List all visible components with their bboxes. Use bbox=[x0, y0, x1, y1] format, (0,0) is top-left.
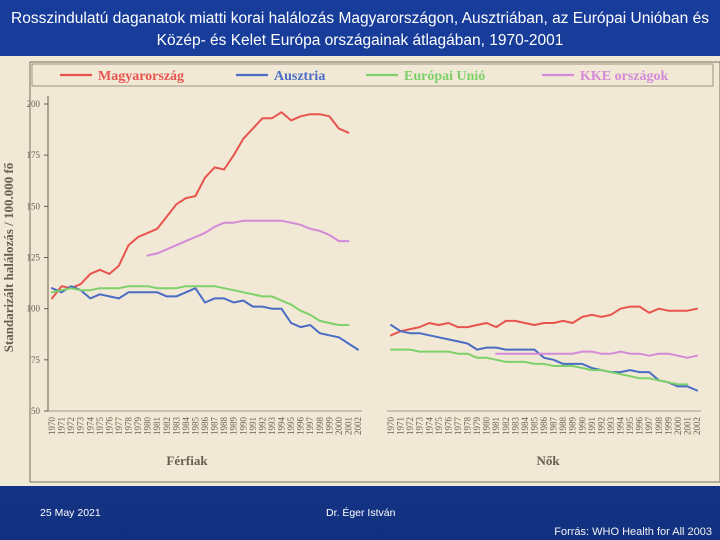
x-tick-label: 1982 bbox=[501, 417, 511, 435]
x-tick-label: 1995 bbox=[286, 417, 296, 436]
x-tick-label: 1990 bbox=[238, 417, 248, 436]
x-tick-label: 1998 bbox=[654, 417, 664, 436]
x-tick-label: 1979 bbox=[472, 417, 482, 436]
y-tick-label: 175 bbox=[27, 150, 41, 160]
series-line-ausztria-1 bbox=[390, 324, 698, 392]
x-tick-label: 1980 bbox=[482, 417, 492, 436]
x-tick-label: 1972 bbox=[66, 417, 76, 435]
y-tick-label: 100 bbox=[27, 304, 41, 314]
footer-source: Forrás: WHO Health for All 2003 bbox=[554, 526, 712, 538]
x-tick-label: 1997 bbox=[305, 417, 315, 436]
series-line-magyarország-1 bbox=[390, 305, 698, 337]
x-tick-label: 1979 bbox=[133, 417, 143, 436]
x-tick-label: 1987 bbox=[549, 417, 559, 436]
x-tick-label: 1998 bbox=[315, 417, 325, 436]
y-tick-label: 200 bbox=[27, 99, 41, 109]
x-tick-label: 1996 bbox=[635, 417, 645, 436]
x-tick-label: 1995 bbox=[625, 417, 635, 436]
series-line-ausztria-0 bbox=[51, 285, 359, 351]
x-tick-label: 1985 bbox=[529, 417, 539, 436]
legend-box bbox=[31, 63, 714, 87]
y-tick-label: 125 bbox=[27, 253, 41, 263]
y-tick-label: 75 bbox=[31, 355, 41, 365]
x-tick-label: 1976 bbox=[104, 417, 114, 436]
series-line-európai-unió-0 bbox=[51, 285, 350, 326]
panel-label-0: Férfiak bbox=[166, 453, 208, 468]
x-tick-label: 2002 bbox=[353, 417, 363, 435]
x-tick-label: 1975 bbox=[95, 417, 105, 436]
x-tick-label: 1994 bbox=[277, 417, 287, 436]
panel-label-1: Nők bbox=[536, 453, 560, 468]
x-tick-label: 1989 bbox=[568, 417, 578, 436]
x-tick-label: 1988 bbox=[558, 417, 568, 436]
x-tick-label: 2000 bbox=[334, 417, 344, 436]
x-tick-label: 1974 bbox=[85, 417, 95, 436]
y-tick-label: 150 bbox=[27, 201, 41, 211]
x-tick-label: 1993 bbox=[267, 417, 277, 436]
x-tick-label: 1987 bbox=[210, 417, 220, 436]
x-tick-label: 1991 bbox=[587, 417, 597, 435]
x-tick-label: 1973 bbox=[415, 417, 425, 436]
x-tick-label: 1981 bbox=[152, 417, 162, 435]
x-tick-label: 1991 bbox=[248, 417, 258, 435]
legend-label-0: Magyarország bbox=[98, 69, 184, 84]
series-line-kke-országok-0 bbox=[146, 219, 350, 257]
x-tick-label: 1972 bbox=[405, 417, 415, 435]
x-tick-label: 1994 bbox=[616, 417, 626, 436]
y-axis-label: Standarizált halálozás / 100.000 fő bbox=[1, 162, 16, 352]
slide-title: Rosszindulatú daganatok miatti korai hal… bbox=[11, 10, 709, 49]
x-tick-label: 1983 bbox=[510, 417, 520, 436]
legend-label-1: Ausztria bbox=[274, 69, 325, 84]
x-tick-label: 1993 bbox=[606, 417, 616, 436]
series-line-magyarország-0 bbox=[51, 111, 350, 300]
x-tick-label: 1999 bbox=[324, 417, 334, 436]
x-tick-label: 1980 bbox=[143, 417, 153, 436]
x-tick-label: 1985 bbox=[190, 417, 200, 436]
x-tick-label: 2001 bbox=[343, 417, 353, 435]
x-tick-label: 1992 bbox=[596, 417, 606, 435]
x-tick-label: 1983 bbox=[171, 417, 181, 436]
y-tick-label: 50 bbox=[31, 406, 41, 416]
x-tick-label: 1974 bbox=[424, 417, 434, 436]
legend-label-2: Európai Unió bbox=[404, 69, 485, 84]
x-tick-label: 1997 bbox=[644, 417, 654, 436]
x-tick-label: 1978 bbox=[124, 417, 134, 436]
x-tick-label: 1977 bbox=[114, 417, 124, 436]
plot-frame bbox=[29, 61, 720, 483]
x-tick-label: 1971 bbox=[57, 417, 67, 435]
x-tick-label: 1988 bbox=[219, 417, 229, 436]
x-tick-label: 2001 bbox=[682, 417, 692, 435]
x-tick-label: 1992 bbox=[257, 417, 267, 435]
x-tick-label: 1978 bbox=[463, 417, 473, 436]
x-tick-label: 1986 bbox=[200, 417, 210, 436]
x-tick-label: 1996 bbox=[296, 417, 306, 436]
chart: Magyarország Ausztria Európai Unió KKE orsz… bbox=[1, 61, 720, 483]
footer-author: Dr. Éger István bbox=[326, 507, 396, 519]
series-line-kke-országok-1 bbox=[495, 350, 698, 359]
x-tick-label: 1973 bbox=[76, 417, 86, 436]
x-tick-label: 1971 bbox=[396, 417, 406, 435]
x-tick-label: 1981 bbox=[491, 417, 501, 435]
footer-date: 25 May 2021 bbox=[40, 507, 101, 519]
x-tick-label: 1984 bbox=[520, 417, 530, 436]
x-tick-label: 1976 bbox=[443, 417, 453, 436]
x-tick-label: 2000 bbox=[673, 417, 683, 436]
x-tick-label: 1975 bbox=[434, 417, 444, 436]
legend-label-3: KKE országok bbox=[580, 69, 668, 84]
x-tick-label: 1970 bbox=[47, 417, 57, 436]
series-line-európai-unió-1 bbox=[390, 348, 689, 386]
x-tick-label: 1970 bbox=[386, 417, 396, 436]
chart-panel: Magyarország Ausztria Európai Unió KKE orsz… bbox=[0, 56, 720, 486]
x-tick-label: 2002 bbox=[692, 417, 702, 435]
x-tick-label: 1984 bbox=[181, 417, 191, 436]
x-tick-label: 1986 bbox=[539, 417, 549, 436]
x-tick-label: 1982 bbox=[162, 417, 172, 435]
x-tick-label: 1999 bbox=[663, 417, 673, 436]
x-tick-label: 1990 bbox=[577, 417, 587, 436]
x-tick-label: 1989 bbox=[229, 417, 239, 436]
x-tick-label: 1977 bbox=[453, 417, 463, 436]
